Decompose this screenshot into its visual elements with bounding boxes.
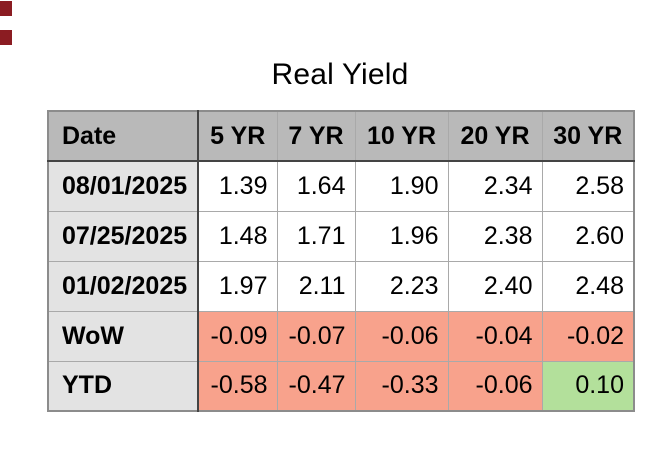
value-cell: -0.02 [541,310,635,362]
red-square-artifact [0,30,12,45]
value-cell: 2.34 [447,160,543,212]
red-square-artifact [0,1,12,16]
value-cell: 1.97 [197,260,278,312]
table-row-ytd: YTD -0.58 -0.47 -0.33 -0.06 0.10 [47,360,635,412]
value-cell: -0.09 [197,310,278,362]
value-cell: 1.71 [276,210,356,262]
table-row-07-25-2025: 07/25/2025 1.48 1.71 1.96 2.38 2.60 [47,210,635,262]
value-cell: 1.39 [197,160,278,212]
row-label: YTD [47,360,199,412]
value-cell: 2.58 [541,160,635,212]
column-header-30yr: 30 YR [541,110,635,162]
value-cell: 1.90 [354,160,449,212]
real-yield-table: Date 5 YR 7 YR 10 YR 20 YR 30 YR 08/01/2… [47,110,635,412]
table-row-01-02-2025: 01/02/2025 1.97 2.11 2.23 2.40 2.48 [47,260,635,312]
table-row-08-01-2025: 08/01/2025 1.39 1.64 1.90 2.34 2.58 [47,160,635,212]
column-header-5yr: 5 YR [197,110,278,162]
chart-title: Real Yield [271,58,409,91]
row-label: 08/01/2025 [47,160,199,212]
column-header-date: Date [47,110,199,162]
value-cell: 2.11 [276,260,356,312]
table-body: 08/01/2025 1.39 1.64 1.90 2.34 2.58 07/2… [47,160,635,412]
row-label: WoW [47,310,199,362]
value-cell: 1.96 [354,210,449,262]
table-header: Date 5 YR 7 YR 10 YR 20 YR 30 YR [47,110,635,162]
table-row-wow: WoW -0.09 -0.07 -0.06 -0.04 -0.02 [47,310,635,362]
column-header-7yr: 7 YR [276,110,356,162]
value-cell: 0.10 [541,360,635,412]
value-cell: -0.06 [354,310,449,362]
value-cell: -0.33 [354,360,449,412]
value-cell: 2.40 [447,260,543,312]
value-cell: -0.04 [447,310,543,362]
value-cell: -0.07 [276,310,356,362]
value-cell: 2.60 [541,210,635,262]
value-cell: 1.48 [197,210,278,262]
value-cell: -0.47 [276,360,356,412]
column-header-20yr: 20 YR [447,110,543,162]
row-label: 01/02/2025 [47,260,199,312]
value-cell: 1.64 [276,160,356,212]
value-cell: 2.38 [447,210,543,262]
value-cell: 2.48 [541,260,635,312]
row-label: 07/25/2025 [47,210,199,262]
value-cell: -0.58 [197,360,278,412]
column-header-10yr: 10 YR [354,110,449,162]
value-cell: -0.06 [447,360,543,412]
header-row: Date 5 YR 7 YR 10 YR 20 YR 30 YR [47,110,635,162]
value-cell: 2.23 [354,260,449,312]
